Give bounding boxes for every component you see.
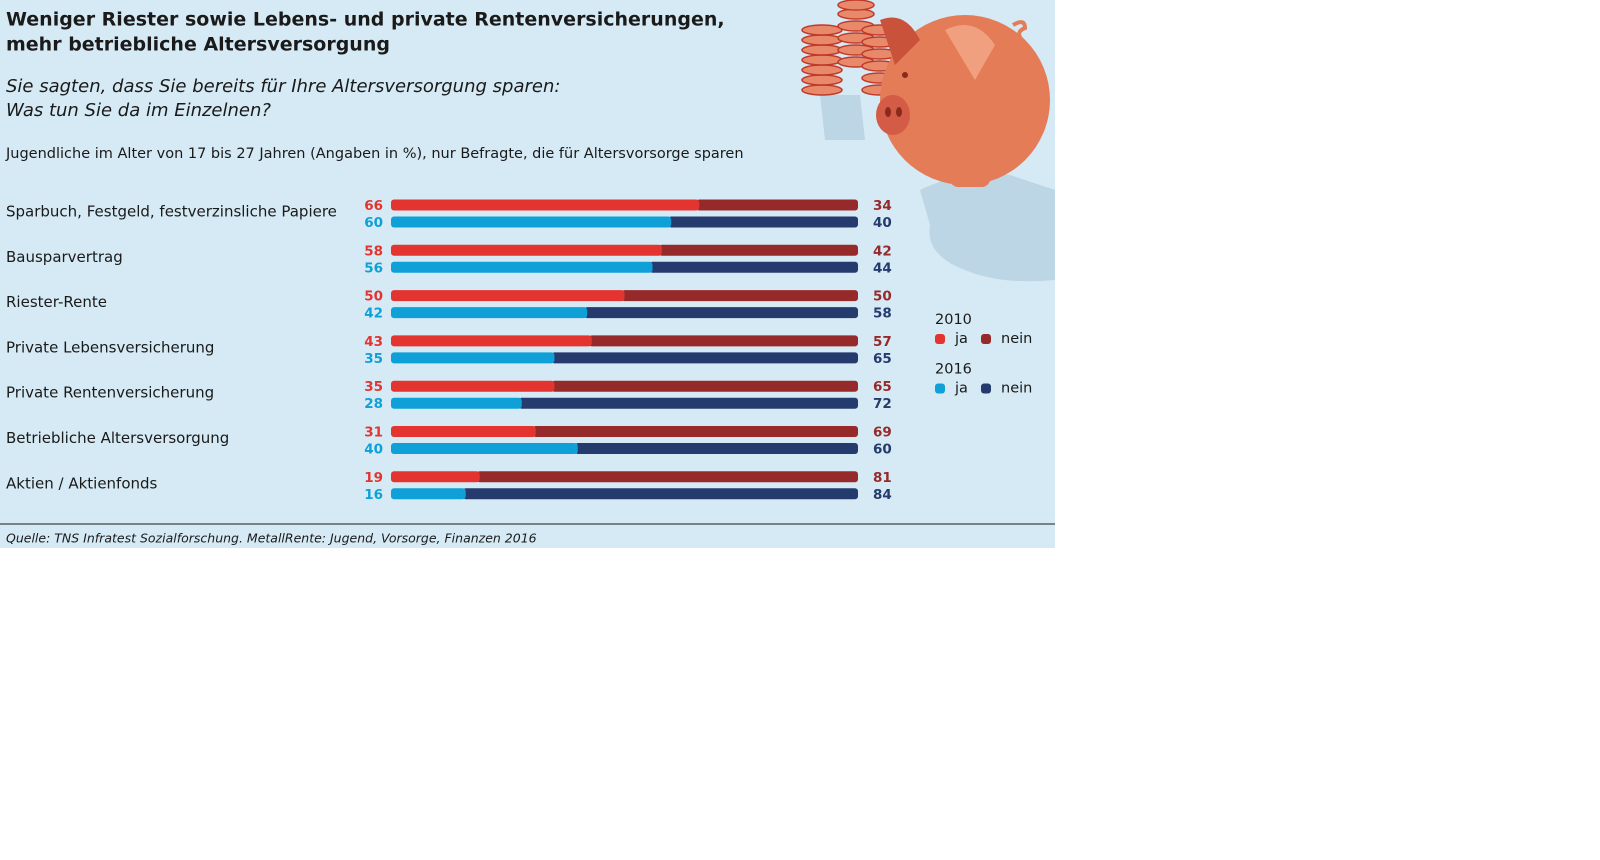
bar-segment [588, 335, 858, 347]
legend-label: nein [1001, 331, 1032, 347]
legend-label: ja [954, 381, 968, 397]
value-label: 65 [873, 379, 892, 395]
bar-segment [532, 426, 858, 437]
chart-subtitle: Was tun Sie da im Einzelnen? [6, 100, 271, 121]
legend-swatch [935, 334, 945, 344]
bar-segment [391, 199, 700, 211]
value-label: 50 [873, 289, 892, 305]
value-label: 28 [364, 396, 383, 412]
bar-segment [391, 488, 466, 500]
bar-segment [476, 471, 858, 483]
bar-segment [649, 261, 858, 273]
bar-segment [391, 352, 555, 364]
bar-segment [518, 397, 858, 409]
chart-subtitle: Sie sagten, dass Sie bereits für Ihre Al… [6, 76, 560, 97]
value-label: 72 [873, 396, 892, 412]
value-label: 69 [873, 425, 892, 441]
value-label: 19 [364, 470, 383, 486]
bar-segment [584, 307, 858, 319]
category-label: Private Rentenversicherung [6, 384, 214, 402]
legend-swatch [981, 383, 991, 394]
chart-note: Jugendliche im Alter von 17 bis 27 Jahre… [5, 146, 744, 162]
value-label: 57 [873, 334, 892, 350]
bar-segment [391, 244, 662, 256]
bar-segment [668, 216, 858, 228]
source: Quelle: TNS Infratest Sozialforschung. M… [6, 531, 537, 546]
value-label: 81 [873, 470, 892, 486]
value-label: 58 [873, 306, 892, 322]
bar-segment [696, 199, 858, 211]
value-label: 35 [364, 379, 383, 395]
category-label: Riester-Rente [6, 293, 107, 311]
category-label: Sparbuch, Festgeld, festverzinsliche Pap… [6, 203, 337, 221]
bar-segment [658, 244, 858, 256]
value-label: 31 [364, 425, 383, 441]
bar-segment [391, 307, 588, 319]
category-label: Betriebliche Altersversorgung [6, 429, 229, 447]
value-label: 58 [364, 243, 383, 259]
value-label: 50 [364, 289, 383, 305]
legend-swatch [981, 334, 991, 344]
value-label: 56 [364, 260, 383, 276]
value-label: 40 [364, 442, 383, 458]
bar-segment [391, 216, 672, 228]
bar-segment [391, 261, 653, 273]
legend-swatch [935, 383, 945, 394]
bar-segment [551, 380, 858, 392]
value-label: 35 [364, 351, 383, 367]
value-label: 43 [364, 334, 383, 350]
category-label: Aktien / Aktienfonds [6, 474, 158, 492]
value-label: 34 [873, 198, 892, 214]
bar-segment [391, 380, 555, 392]
value-label: 60 [873, 442, 892, 458]
piggy-illustration [801, 0, 1055, 282]
bar-segment [391, 335, 592, 347]
value-label: 65 [873, 351, 892, 367]
value-label: 42 [873, 243, 892, 259]
value-label: 42 [364, 306, 383, 322]
chart-title: mehr betriebliche Altersversorgung [6, 34, 390, 56]
value-label: 44 [873, 260, 892, 276]
value-label: 60 [364, 215, 383, 231]
bar-segment [391, 397, 522, 409]
value-label: 16 [364, 487, 383, 503]
bar-segment [391, 471, 480, 483]
category-label: Private Lebensversicherung [6, 338, 214, 356]
value-label: 40 [873, 215, 892, 231]
value-label: 66 [364, 198, 383, 214]
bar-segment [462, 488, 858, 500]
legend-label: nein [1001, 381, 1032, 397]
legend-label: ja [954, 331, 968, 347]
legend-title: 2016 [935, 362, 972, 378]
bar-segment [391, 290, 625, 302]
legend-title: 2010 [935, 312, 972, 328]
bar-segment [551, 352, 858, 364]
bar-segment [391, 443, 578, 454]
bar-segment [574, 443, 858, 454]
bar-segment [621, 290, 858, 302]
value-label: 84 [873, 487, 892, 503]
bar-segment [391, 426, 536, 437]
category-label: Bausparvertrag [6, 248, 123, 266]
chart-title: Weniger Riester sowie Lebens- und privat… [6, 9, 725, 31]
